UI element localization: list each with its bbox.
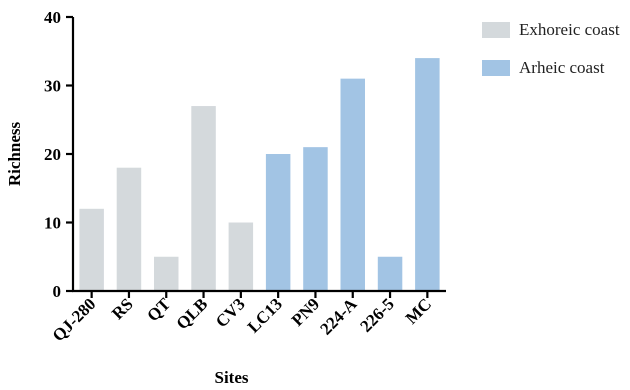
legend-swatch <box>482 22 510 38</box>
x-tick-label: QLB <box>173 294 212 333</box>
legend-label: Exhoreic coast <box>519 20 620 39</box>
bars-group <box>79 58 440 292</box>
y-tick-label: 10 <box>44 214 61 233</box>
bar-qj-280 <box>79 208 104 291</box>
x-tick-label: QJ-280 <box>49 294 100 345</box>
bar-qlb <box>191 106 216 291</box>
x-tick-label: CV3 <box>212 294 249 331</box>
bar-cv3 <box>228 222 254 291</box>
y-axis-title: Richness <box>5 122 24 187</box>
bar-rs <box>116 167 142 291</box>
y-tick-label: 0 <box>53 282 62 301</box>
y-ticks-group: 0 10 20 30 40 <box>44 8 73 301</box>
bar-lc13 <box>265 154 291 291</box>
bar-pn9 <box>303 147 328 291</box>
x-tick-label: 224-A <box>316 294 361 339</box>
legend-label: Arheic coast <box>519 58 605 77</box>
legend: Exhoreic coast Arheic coast <box>482 20 620 77</box>
bar-226-5 <box>377 256 403 291</box>
bar-qt <box>154 256 179 291</box>
x-tick-label: LC13 <box>244 294 286 336</box>
x-tick-label: RS <box>108 294 137 323</box>
legend-swatch <box>482 60 510 76</box>
x-tick-label: MC <box>402 294 435 327</box>
y-tick-label: 20 <box>44 145 61 164</box>
bar-224-a <box>340 78 365 292</box>
y-tick-label: 40 <box>44 8 61 27</box>
x-tick-label: QT <box>143 294 174 325</box>
x-tick-label: 226-5 <box>356 294 397 335</box>
bar-mc <box>415 58 440 291</box>
y-tick-label: 30 <box>44 77 61 96</box>
x-axis-title: Sites <box>215 368 249 387</box>
